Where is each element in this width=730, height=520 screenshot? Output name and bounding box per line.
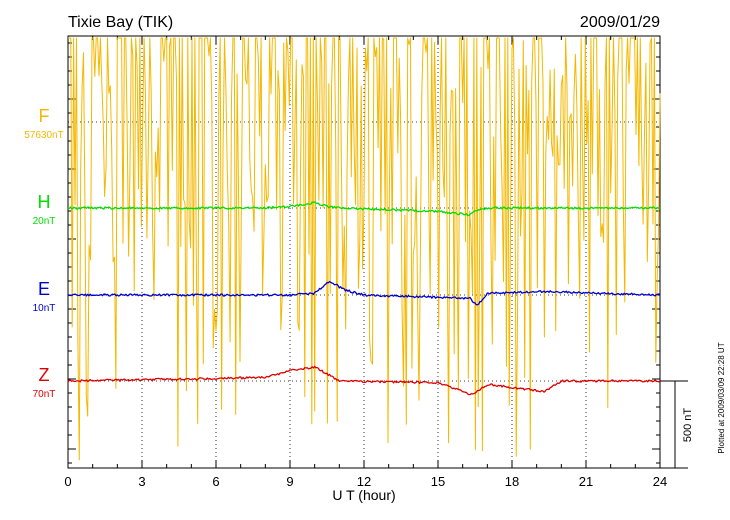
series-offset-e: 10nT (33, 303, 56, 314)
x-tick-label: 3 (138, 474, 145, 489)
plot-area: 0 3 6 9 12 15 18 21 24 (64, 35, 667, 489)
chart-date: 2009/01/29 (580, 14, 660, 31)
scale-bar-label: 500 nT (682, 408, 694, 443)
plotted-at-note: Plotted at 2009/03/09 22:28 UT (717, 342, 726, 453)
chart-title: Tixie Bay (TIK) (68, 14, 173, 31)
series-offset-z: 70nT (33, 389, 56, 400)
x-axis-label: U T (hour) (332, 487, 395, 503)
x-tick-label: 0 (64, 474, 71, 489)
x-tick-label: 21 (579, 474, 593, 489)
series-name-z: Z (39, 365, 50, 385)
series-offset-f: 57630nT (24, 130, 63, 141)
x-tick-label: 24 (653, 474, 667, 489)
series-labels: F 57630nT H 20nT E 10nT Z 70nT (24, 106, 63, 400)
scale-bar: 500 nT (660, 380, 694, 469)
series-name-e: E (38, 279, 50, 299)
series-line-z (67, 365, 661, 396)
series-offset-h: 20nT (33, 216, 56, 227)
series-line-e (67, 280, 661, 306)
series-line-h (67, 201, 661, 217)
x-tick-label: 12 (357, 474, 371, 489)
x-tick-label: 6 (212, 474, 219, 489)
series-name-f: F (39, 106, 50, 126)
x-tick-label: 9 (286, 474, 293, 489)
series-name-h: H (38, 192, 51, 212)
x-tick-label: 18 (505, 474, 519, 489)
series-line-f (68, 37, 661, 461)
x-tick-label: 15 (431, 474, 445, 489)
